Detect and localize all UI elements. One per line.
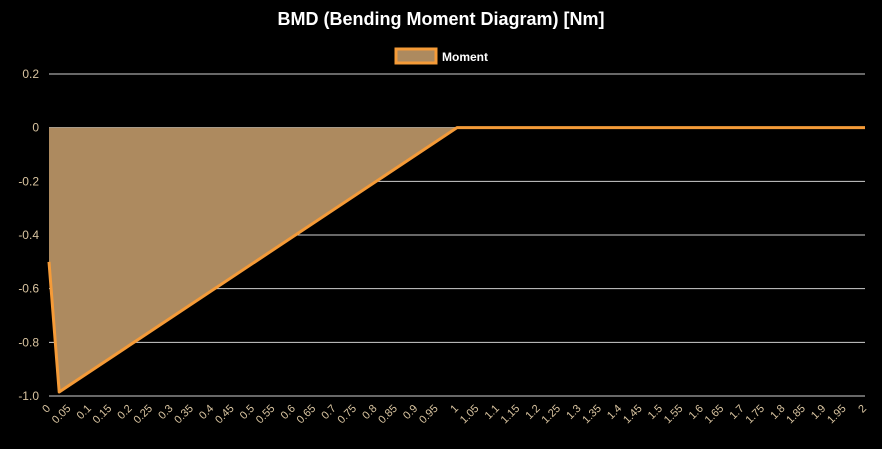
- y-tick-label: 0.2: [22, 67, 39, 81]
- x-tick-label: 0: [40, 403, 53, 416]
- y-tick-label: -0.4: [18, 228, 39, 242]
- legend[interactable]: Moment: [394, 47, 488, 65]
- series-moment: [47, 126, 865, 394]
- x-tick-label: 0.05: [50, 403, 74, 427]
- x-tick-label: 0.45: [213, 403, 237, 427]
- x-tick-label: 0.35: [172, 403, 196, 427]
- x-tick-label: 0.65: [295, 403, 319, 427]
- x-tick-label: 0.25: [131, 403, 155, 427]
- x-tick-label: 1.45: [621, 403, 645, 427]
- x-tick-label: 0.75: [335, 403, 359, 427]
- x-tick-label: 1.75: [743, 403, 767, 427]
- x-tick-label: 1: [448, 403, 461, 416]
- x-tick-label: 0.55: [254, 403, 278, 427]
- y-tick-label: -0.8: [18, 335, 39, 349]
- x-tick-label: 0.15: [91, 403, 115, 427]
- x-tick-label: 1.95: [825, 403, 849, 427]
- x-tick-label: 1.15: [499, 403, 523, 427]
- moment-line: [47, 126, 865, 394]
- legend-swatch: [394, 47, 438, 65]
- x-tick-label: 1.55: [662, 403, 686, 427]
- y-axis-ticks: 0.2 0 -0.2 -0.4 -0.6 -0.8 -1.0: [18, 67, 39, 403]
- x-tick-label: 1.65: [703, 403, 727, 427]
- moment-area-fill: [49, 127, 865, 392]
- x-tick-label: 0.85: [376, 403, 400, 427]
- x-tick-label: 1.25: [539, 403, 563, 427]
- y-tick-label: -1.0: [18, 389, 39, 403]
- y-tick-label: 0: [32, 121, 39, 135]
- x-tick-label: 1.35: [580, 403, 604, 427]
- legend-label: Moment: [442, 50, 488, 64]
- x-tick-label: 1.85: [784, 403, 808, 427]
- x-axis-ticks: 00.05 0.10.15 0.20.25 0.30.35 0.40.45 0.50.55…: [40, 403, 869, 427]
- y-tick-label: -0.6: [18, 282, 39, 296]
- x-tick-label: 2: [856, 403, 869, 416]
- y-tick-label: -0.2: [18, 174, 39, 188]
- x-tick-label: 1.05: [458, 403, 482, 427]
- chart-title: BMD (Bending Moment Diagram) [Nm]: [278, 9, 605, 29]
- x-tick-label: 0.95: [417, 403, 441, 427]
